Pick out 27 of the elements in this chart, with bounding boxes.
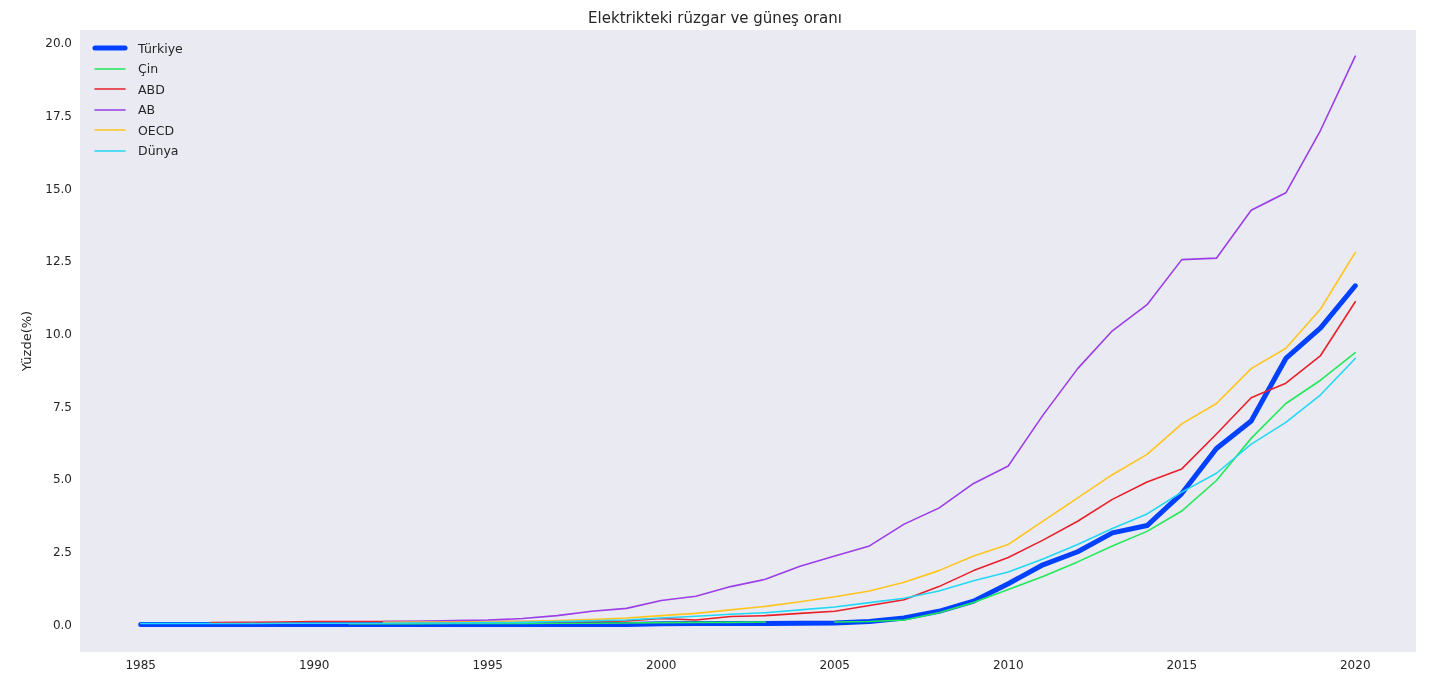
y-tick-label: 20.0 [45, 36, 72, 51]
y-tick-label: 12.5 [45, 254, 72, 269]
x-tick-label: 1990 [298, 657, 330, 672]
x-tick-label: 2015 [1166, 657, 1198, 672]
legend-label: Çin [138, 61, 159, 77]
y-tick-label: 5.0 [52, 472, 72, 487]
legend-label: Dünya [138, 143, 179, 159]
line-series [382, 55, 1357, 623]
chart-title: Elektrikteki rüzgar ve güneş oranı [587, 8, 843, 29]
x-tick-label: 1995 [472, 657, 504, 672]
y-tick-label: 7.5 [52, 399, 72, 414]
legend-label: ABD [138, 81, 165, 97]
x-tick-label: 2020 [1340, 657, 1371, 672]
y-tick-label: 10.0 [45, 326, 72, 341]
x-tick-label: 2005 [819, 657, 851, 672]
y-axis-title: Yüzde(%) [18, 310, 34, 373]
y-tick-label: 0.0 [52, 617, 72, 632]
line-series [139, 357, 1357, 625]
legend-label: OECD [138, 122, 175, 138]
y-tick-label: 2.5 [52, 544, 72, 559]
legend-label: AB [138, 102, 156, 118]
y-tick-label: 15.0 [45, 181, 72, 196]
legend-label: Türkiye [138, 40, 183, 56]
x-tick-label: 2010 [992, 657, 1024, 672]
x-tick-label: 1985 [125, 657, 156, 672]
x-tick-label: 2000 [645, 657, 677, 672]
y-tick-label: 17.5 [45, 109, 72, 123]
